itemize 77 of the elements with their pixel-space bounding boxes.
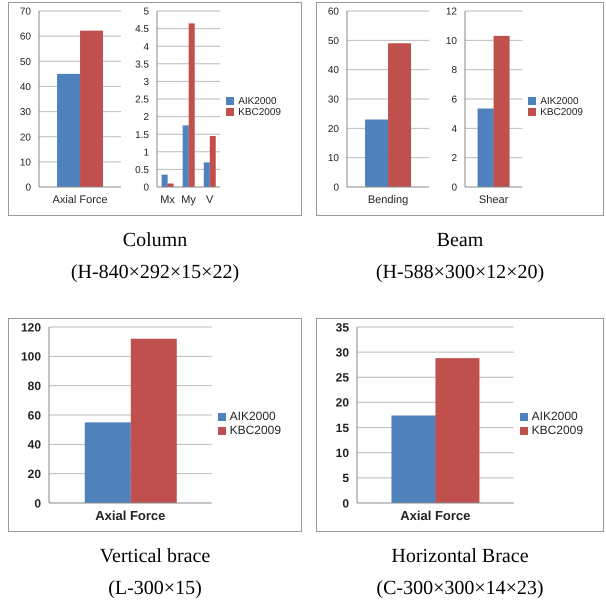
- y-tick-label: 2.5: [135, 94, 150, 106]
- y-tick-label: 100: [20, 350, 42, 364]
- legend-label: KBC2009: [540, 107, 583, 118]
- text: Beam: [436, 228, 484, 253]
- y-tick-label: 10: [336, 446, 350, 460]
- text: Vertical brace: [98, 544, 212, 569]
- y-tick-label: 8: [451, 65, 458, 76]
- x-tick-label: Bending: [368, 194, 408, 206]
- bar: [162, 174, 168, 187]
- y-tick-label: 0: [25, 182, 32, 194]
- y-tick-label: 12: [446, 6, 458, 18]
- y-tick-label: 0: [451, 182, 458, 194]
- y-tick-label: 0: [34, 496, 42, 510]
- y-tick-label: 30: [328, 94, 340, 106]
- y-tick-label: 40: [20, 82, 32, 93]
- text: (C-300×300×14×23): [375, 576, 545, 601]
- text: Horizontal Brace: [390, 544, 530, 569]
- y-tick-label: 2: [451, 153, 458, 164]
- y-tick-label: 50: [20, 56, 32, 68]
- y-tick-label: 40: [28, 438, 42, 452]
- y-tick-label: 80: [28, 378, 42, 393]
- bar: [182, 125, 189, 187]
- y-tick-label: 4: [143, 42, 150, 53]
- x-tick-label: Mx: [160, 194, 176, 206]
- y-tick-label: 20: [328, 124, 340, 135]
- legend-label: KBC2009: [532, 423, 583, 437]
- y-tick-label: 10: [20, 157, 32, 168]
- y-tick-label: 4.5: [135, 24, 150, 36]
- y-tick-label: 0: [333, 182, 340, 194]
- y-tick-label: 1.5: [135, 130, 150, 141]
- x-tick-label: Axial Force: [52, 194, 108, 206]
- legend-label: KBC2009: [238, 107, 281, 118]
- x-tick-label: Shear: [478, 194, 509, 206]
- y-tick-label: 30: [20, 107, 32, 118]
- y-tick-label: 60: [20, 32, 32, 43]
- y-tick-label: 10: [328, 153, 340, 164]
- y-tick-label: 3: [143, 76, 150, 88]
- x-tick-label: V: [206, 194, 214, 206]
- legend-label: AIK2000: [540, 96, 579, 107]
- y-tick-label: 15: [336, 420, 350, 435]
- bar: [188, 23, 195, 187]
- y-tick-label: 2: [143, 112, 150, 124]
- text: Column: [122, 228, 188, 253]
- text: (H-588×300×12×20): [374, 260, 546, 285]
- y-tick-label: 20: [28, 466, 42, 481]
- x-tick-label: Axial Force: [95, 508, 166, 524]
- y-tick-label: 5: [143, 6, 150, 18]
- text: (H-840×292×15×22): [70, 260, 240, 285]
- legend-label: AIK2000: [238, 96, 277, 107]
- x-tick-label: My: [181, 194, 196, 206]
- y-tick-label: 30: [336, 345, 350, 360]
- text: (L-300×15): [107, 576, 203, 601]
- bar: [210, 136, 216, 187]
- legend-label: AIK2000: [532, 409, 578, 423]
- x-tick-label: Axial Force: [400, 508, 470, 524]
- y-tick-label: 35: [336, 320, 350, 334]
- y-tick-label: 120: [20, 320, 42, 334]
- bar: [204, 162, 210, 187]
- y-tick-label: 70: [20, 6, 32, 18]
- y-tick-label: 50: [328, 36, 340, 47]
- y-tick-label: 10: [446, 36, 458, 47]
- y-tick-label: 60: [328, 6, 340, 18]
- y-tick-label: 6: [451, 94, 458, 106]
- y-tick-label: 0: [342, 496, 350, 510]
- y-tick-label: 0.5: [135, 164, 150, 176]
- y-tick-label: 0: [143, 182, 150, 194]
- y-tick-label: 20: [336, 396, 350, 410]
- y-tick-label: 40: [328, 65, 340, 76]
- y-tick-label: 25: [336, 370, 350, 385]
- legend-label: AIK2000: [230, 409, 276, 423]
- y-tick-label: 5: [342, 471, 350, 486]
- y-tick-label: 60: [28, 408, 42, 422]
- y-tick-label: 3.5: [135, 59, 150, 70]
- y-tick-label: 20: [20, 132, 32, 144]
- y-tick-label: 4: [451, 124, 458, 135]
- legend-label: KBC2009: [230, 423, 281, 437]
- y-tick-label: 1: [143, 147, 150, 158]
